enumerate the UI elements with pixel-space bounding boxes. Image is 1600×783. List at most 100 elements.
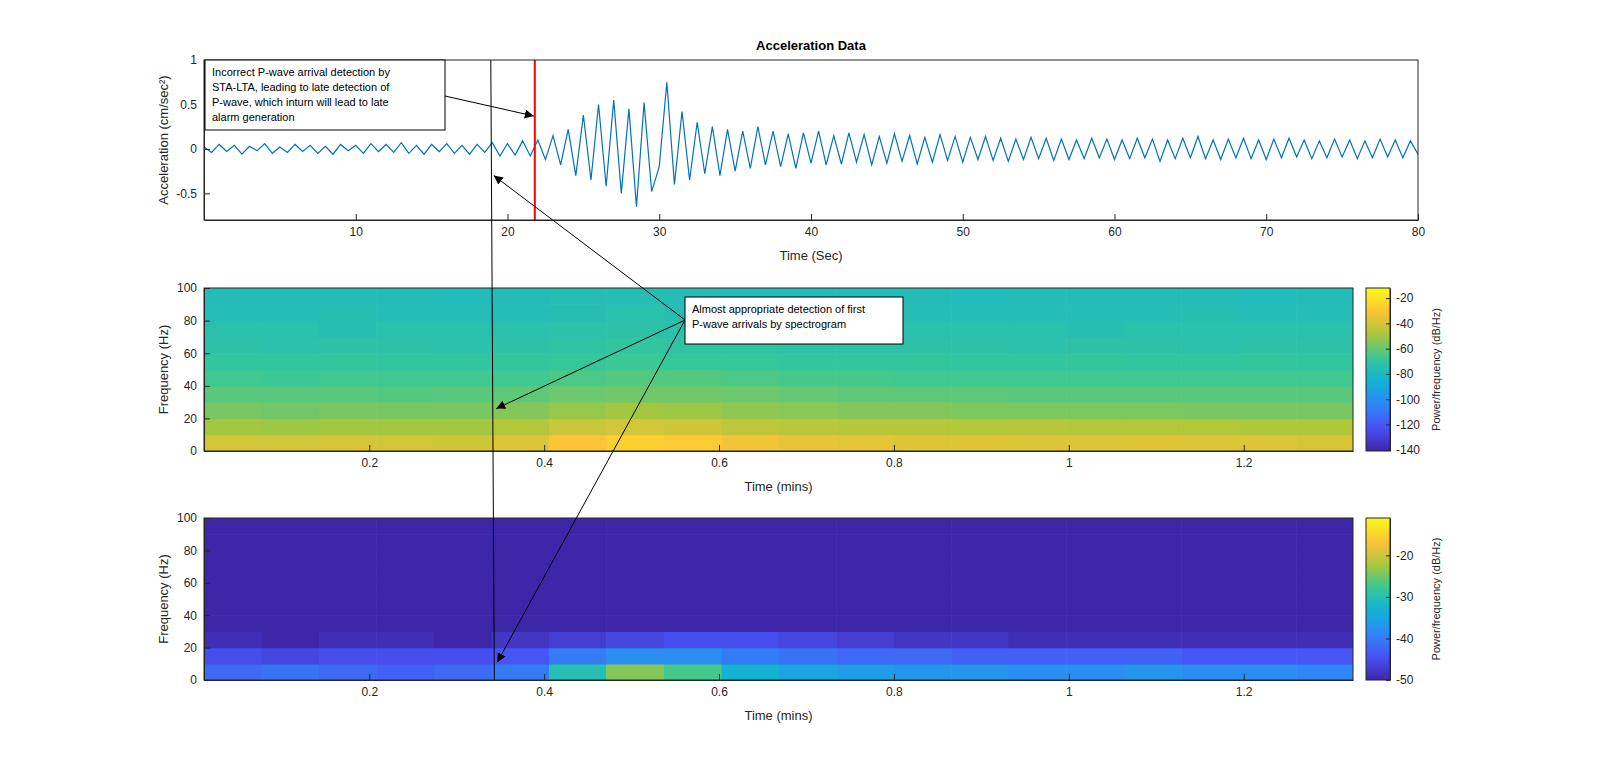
heat-cell bbox=[376, 583, 434, 600]
heat-cell bbox=[376, 518, 434, 535]
heat-cell bbox=[894, 599, 952, 616]
heat-cell bbox=[664, 435, 722, 451]
heat-cell bbox=[779, 550, 837, 567]
heat-cell bbox=[951, 337, 1009, 354]
heat-cell bbox=[549, 567, 607, 584]
heat-cell bbox=[951, 567, 1009, 584]
tick-mark bbox=[1386, 597, 1390, 598]
tick: -40 bbox=[1386, 632, 1414, 646]
tick-mark bbox=[1386, 424, 1390, 425]
heat-cell bbox=[779, 353, 837, 370]
y-axis-title: Acceleration (cm/sec²) bbox=[156, 75, 171, 204]
heat-cell bbox=[1181, 435, 1239, 451]
heat-cell bbox=[836, 518, 894, 535]
tick-label: -100 bbox=[1396, 393, 1420, 407]
heat-cell bbox=[204, 288, 262, 305]
tick-label: 1 bbox=[190, 53, 197, 67]
heat-cell bbox=[1181, 583, 1239, 600]
heat-cell bbox=[722, 435, 780, 451]
heat-cell bbox=[262, 518, 320, 535]
tick-label: 50 bbox=[957, 225, 971, 239]
tick-mark bbox=[1386, 450, 1390, 451]
heat-cell bbox=[1181, 304, 1239, 321]
plot-area bbox=[204, 518, 1353, 680]
heat-cell bbox=[549, 518, 607, 535]
heat-cell bbox=[779, 648, 837, 665]
heat-cell bbox=[1296, 353, 1353, 370]
heat-cell bbox=[779, 518, 837, 535]
tick: 0.6 bbox=[711, 445, 728, 470]
heat-cell bbox=[492, 337, 550, 354]
heat-cell bbox=[376, 353, 434, 370]
heat-cell bbox=[1181, 534, 1239, 551]
heat-cell bbox=[204, 550, 262, 567]
heat-cell bbox=[1124, 386, 1182, 403]
tick: 100 bbox=[177, 281, 210, 295]
heat-cell bbox=[1296, 631, 1353, 648]
heat-cell bbox=[951, 304, 1009, 321]
heat-cell bbox=[1238, 615, 1296, 632]
heat-cell bbox=[1008, 370, 1066, 387]
heat-cell bbox=[492, 402, 550, 419]
tick-label: -40 bbox=[1396, 317, 1414, 331]
heat-cell bbox=[1008, 550, 1066, 567]
tick: -30 bbox=[1386, 590, 1414, 604]
heat-cell bbox=[204, 599, 262, 616]
heat-cell bbox=[894, 648, 952, 665]
heat-cell bbox=[951, 583, 1009, 600]
heat-cell bbox=[1238, 583, 1296, 600]
heat-cell bbox=[1008, 648, 1066, 665]
tick-mark bbox=[1386, 298, 1390, 299]
tick-mark bbox=[811, 214, 812, 220]
chart-svg: 1020304050607080-0.500.51Acceleration Da… bbox=[0, 0, 1600, 783]
heat-cell bbox=[549, 337, 607, 354]
tick-label: 70 bbox=[1260, 225, 1274, 239]
heat-cell bbox=[319, 304, 377, 321]
heat-cell bbox=[1124, 353, 1182, 370]
tick-label: 0.6 bbox=[711, 685, 728, 699]
heat-cell bbox=[319, 534, 377, 551]
heat-cell bbox=[894, 418, 952, 435]
tick-mark bbox=[1386, 399, 1390, 400]
chart-title: Acceleration Data bbox=[756, 38, 867, 53]
axis-yticks: 020406080100 bbox=[177, 281, 210, 458]
heat-cell bbox=[606, 337, 664, 354]
tick-label: 10 bbox=[350, 225, 364, 239]
tick: 1.2 bbox=[1236, 445, 1253, 470]
tick: 0 bbox=[190, 673, 210, 687]
heat-cell bbox=[434, 288, 492, 305]
heat-cell bbox=[722, 534, 780, 551]
heat-cell bbox=[1181, 664, 1239, 680]
heat-cell bbox=[319, 567, 377, 584]
tick-mark bbox=[719, 445, 720, 451]
heat-cell bbox=[836, 599, 894, 616]
tick: -20 bbox=[1386, 549, 1414, 563]
heat-cell bbox=[319, 288, 377, 305]
heat-cell bbox=[951, 370, 1009, 387]
heat-cell bbox=[549, 631, 607, 648]
heat-cell bbox=[1296, 337, 1353, 354]
heat-cell bbox=[606, 567, 664, 584]
heat-cell bbox=[779, 534, 837, 551]
annotation-text: alarm generation bbox=[212, 111, 295, 123]
heat-cell bbox=[492, 386, 550, 403]
tick-label: 0.2 bbox=[361, 456, 378, 470]
heat-cell bbox=[376, 648, 434, 665]
heat-cell bbox=[722, 353, 780, 370]
heat-cell bbox=[722, 402, 780, 419]
tick-mark bbox=[204, 321, 210, 322]
heat-cell bbox=[779, 631, 837, 648]
heat-cell bbox=[1066, 435, 1124, 451]
tick-mark bbox=[204, 386, 210, 387]
heat-cell bbox=[262, 664, 320, 680]
heat-cell bbox=[606, 518, 664, 535]
tick-mark bbox=[1386, 349, 1390, 350]
heat-cell bbox=[836, 583, 894, 600]
heat-cell bbox=[1238, 402, 1296, 419]
heat-cell bbox=[319, 615, 377, 632]
heat-cell bbox=[376, 321, 434, 338]
heat-cell bbox=[951, 648, 1009, 665]
heat-cell bbox=[1008, 534, 1066, 551]
axis-xticks: 0.20.40.60.811.2 bbox=[205, 445, 1354, 470]
heat-cell bbox=[549, 288, 607, 305]
